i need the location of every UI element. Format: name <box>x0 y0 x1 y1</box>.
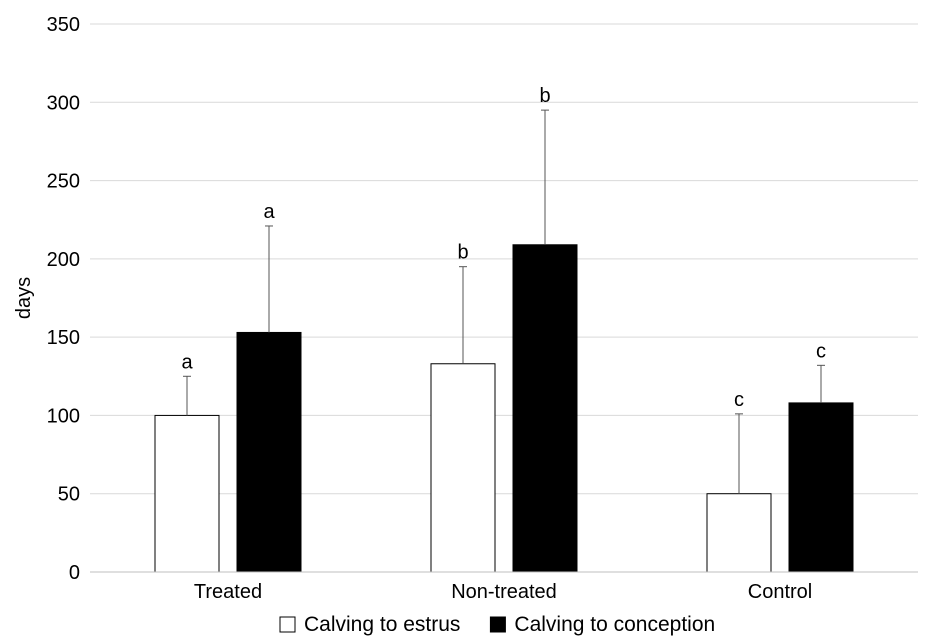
significance-label: c <box>734 389 744 411</box>
category-label: Non-treated <box>451 581 557 603</box>
legend-label: Calving to estrus <box>304 613 460 636</box>
gridlines <box>90 23 918 495</box>
significance-label: c <box>816 340 826 362</box>
y-tick-labels: 0 50 100 150 200 250 300 350 <box>47 14 80 584</box>
y-tick-label: 350 <box>47 14 80 36</box>
bar <box>512 244 578 573</box>
legend-swatch <box>279 616 296 633</box>
y-tick-label: 300 <box>47 92 80 114</box>
y-tick-label: 200 <box>47 249 80 271</box>
significance-label: b <box>539 85 550 107</box>
category-label: Treated <box>194 581 262 603</box>
legend-swatch <box>489 616 506 633</box>
bar <box>236 331 302 573</box>
legend: Calving to estrus Calving to conception <box>279 613 715 636</box>
legend-label: Calving to conception <box>514 613 715 636</box>
significance-label: b <box>457 242 468 264</box>
bar <box>788 402 854 573</box>
error-bars <box>183 109 825 494</box>
y-axis-title: days <box>13 277 35 319</box>
y-tick-label: 250 <box>47 171 80 193</box>
bar <box>154 414 220 573</box>
significance-label: a <box>263 201 275 223</box>
significance-label: a <box>181 351 193 373</box>
bars <box>154 244 854 573</box>
bar <box>706 493 772 573</box>
y-tick-label: 50 <box>58 484 80 506</box>
significance-labels: a a b b c c <box>181 85 826 411</box>
category-labels: Treated Non-treated Control <box>194 581 812 603</box>
y-tick-label: 0 <box>69 562 80 584</box>
y-tick-label: 100 <box>47 405 80 427</box>
y-tick-label: 150 <box>47 327 80 349</box>
bar <box>430 363 496 573</box>
category-label: Control <box>748 581 812 603</box>
